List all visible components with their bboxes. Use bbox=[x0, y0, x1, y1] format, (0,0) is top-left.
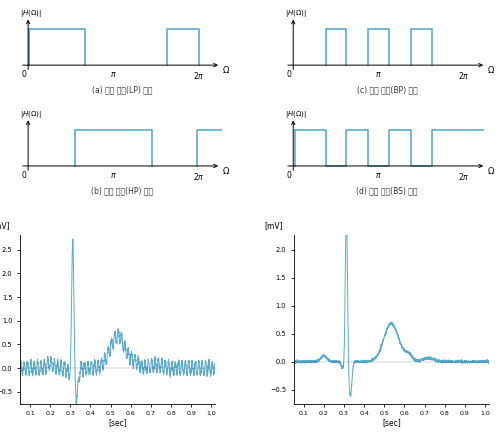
Title: (b) 고역 통과(HP) 필터: (b) 고역 통과(HP) 필터 bbox=[91, 186, 153, 195]
Text: $|H(\Omega)|$: $|H(\Omega)|$ bbox=[285, 8, 307, 19]
Text: $\pi$: $\pi$ bbox=[375, 70, 382, 79]
Text: $|H(\Omega)|$: $|H(\Omega)|$ bbox=[20, 109, 42, 120]
Text: $\pi$: $\pi$ bbox=[375, 171, 382, 180]
Text: $2\pi$: $2\pi$ bbox=[193, 171, 205, 181]
Text: $|H(\Omega)|$: $|H(\Omega)|$ bbox=[20, 8, 42, 19]
Text: $2\pi$: $2\pi$ bbox=[458, 70, 470, 81]
Text: $\Omega$: $\Omega$ bbox=[487, 165, 495, 176]
X-axis label: [sec]: [sec] bbox=[108, 418, 127, 427]
Title: (c) 대역 통과(BP) 필터: (c) 대역 통과(BP) 필터 bbox=[357, 85, 418, 94]
Text: $2\pi$: $2\pi$ bbox=[458, 171, 470, 181]
Text: $\Omega$: $\Omega$ bbox=[222, 165, 230, 176]
Title: (a) 저역 통과(LP) 필터: (a) 저역 통과(LP) 필터 bbox=[92, 85, 152, 94]
Y-axis label: [mV]: [mV] bbox=[265, 221, 283, 230]
Text: 0: 0 bbox=[287, 70, 291, 79]
X-axis label: [sec]: [sec] bbox=[382, 418, 401, 427]
Text: 0: 0 bbox=[21, 171, 26, 180]
Text: $\pi$: $\pi$ bbox=[110, 70, 117, 79]
Text: $\Omega$: $\Omega$ bbox=[222, 64, 230, 76]
Y-axis label: [mV]: [mV] bbox=[0, 221, 9, 230]
Text: $|H(\Omega)|$: $|H(\Omega)|$ bbox=[285, 109, 307, 120]
Text: 0: 0 bbox=[287, 171, 291, 180]
Text: $\Omega$: $\Omega$ bbox=[487, 64, 495, 76]
Text: $2\pi$: $2\pi$ bbox=[193, 70, 205, 81]
Title: (d) 대역 저지(BS) 필터: (d) 대역 저지(BS) 필터 bbox=[356, 186, 418, 195]
Text: 0: 0 bbox=[21, 70, 26, 79]
Text: $\pi$: $\pi$ bbox=[110, 171, 117, 180]
